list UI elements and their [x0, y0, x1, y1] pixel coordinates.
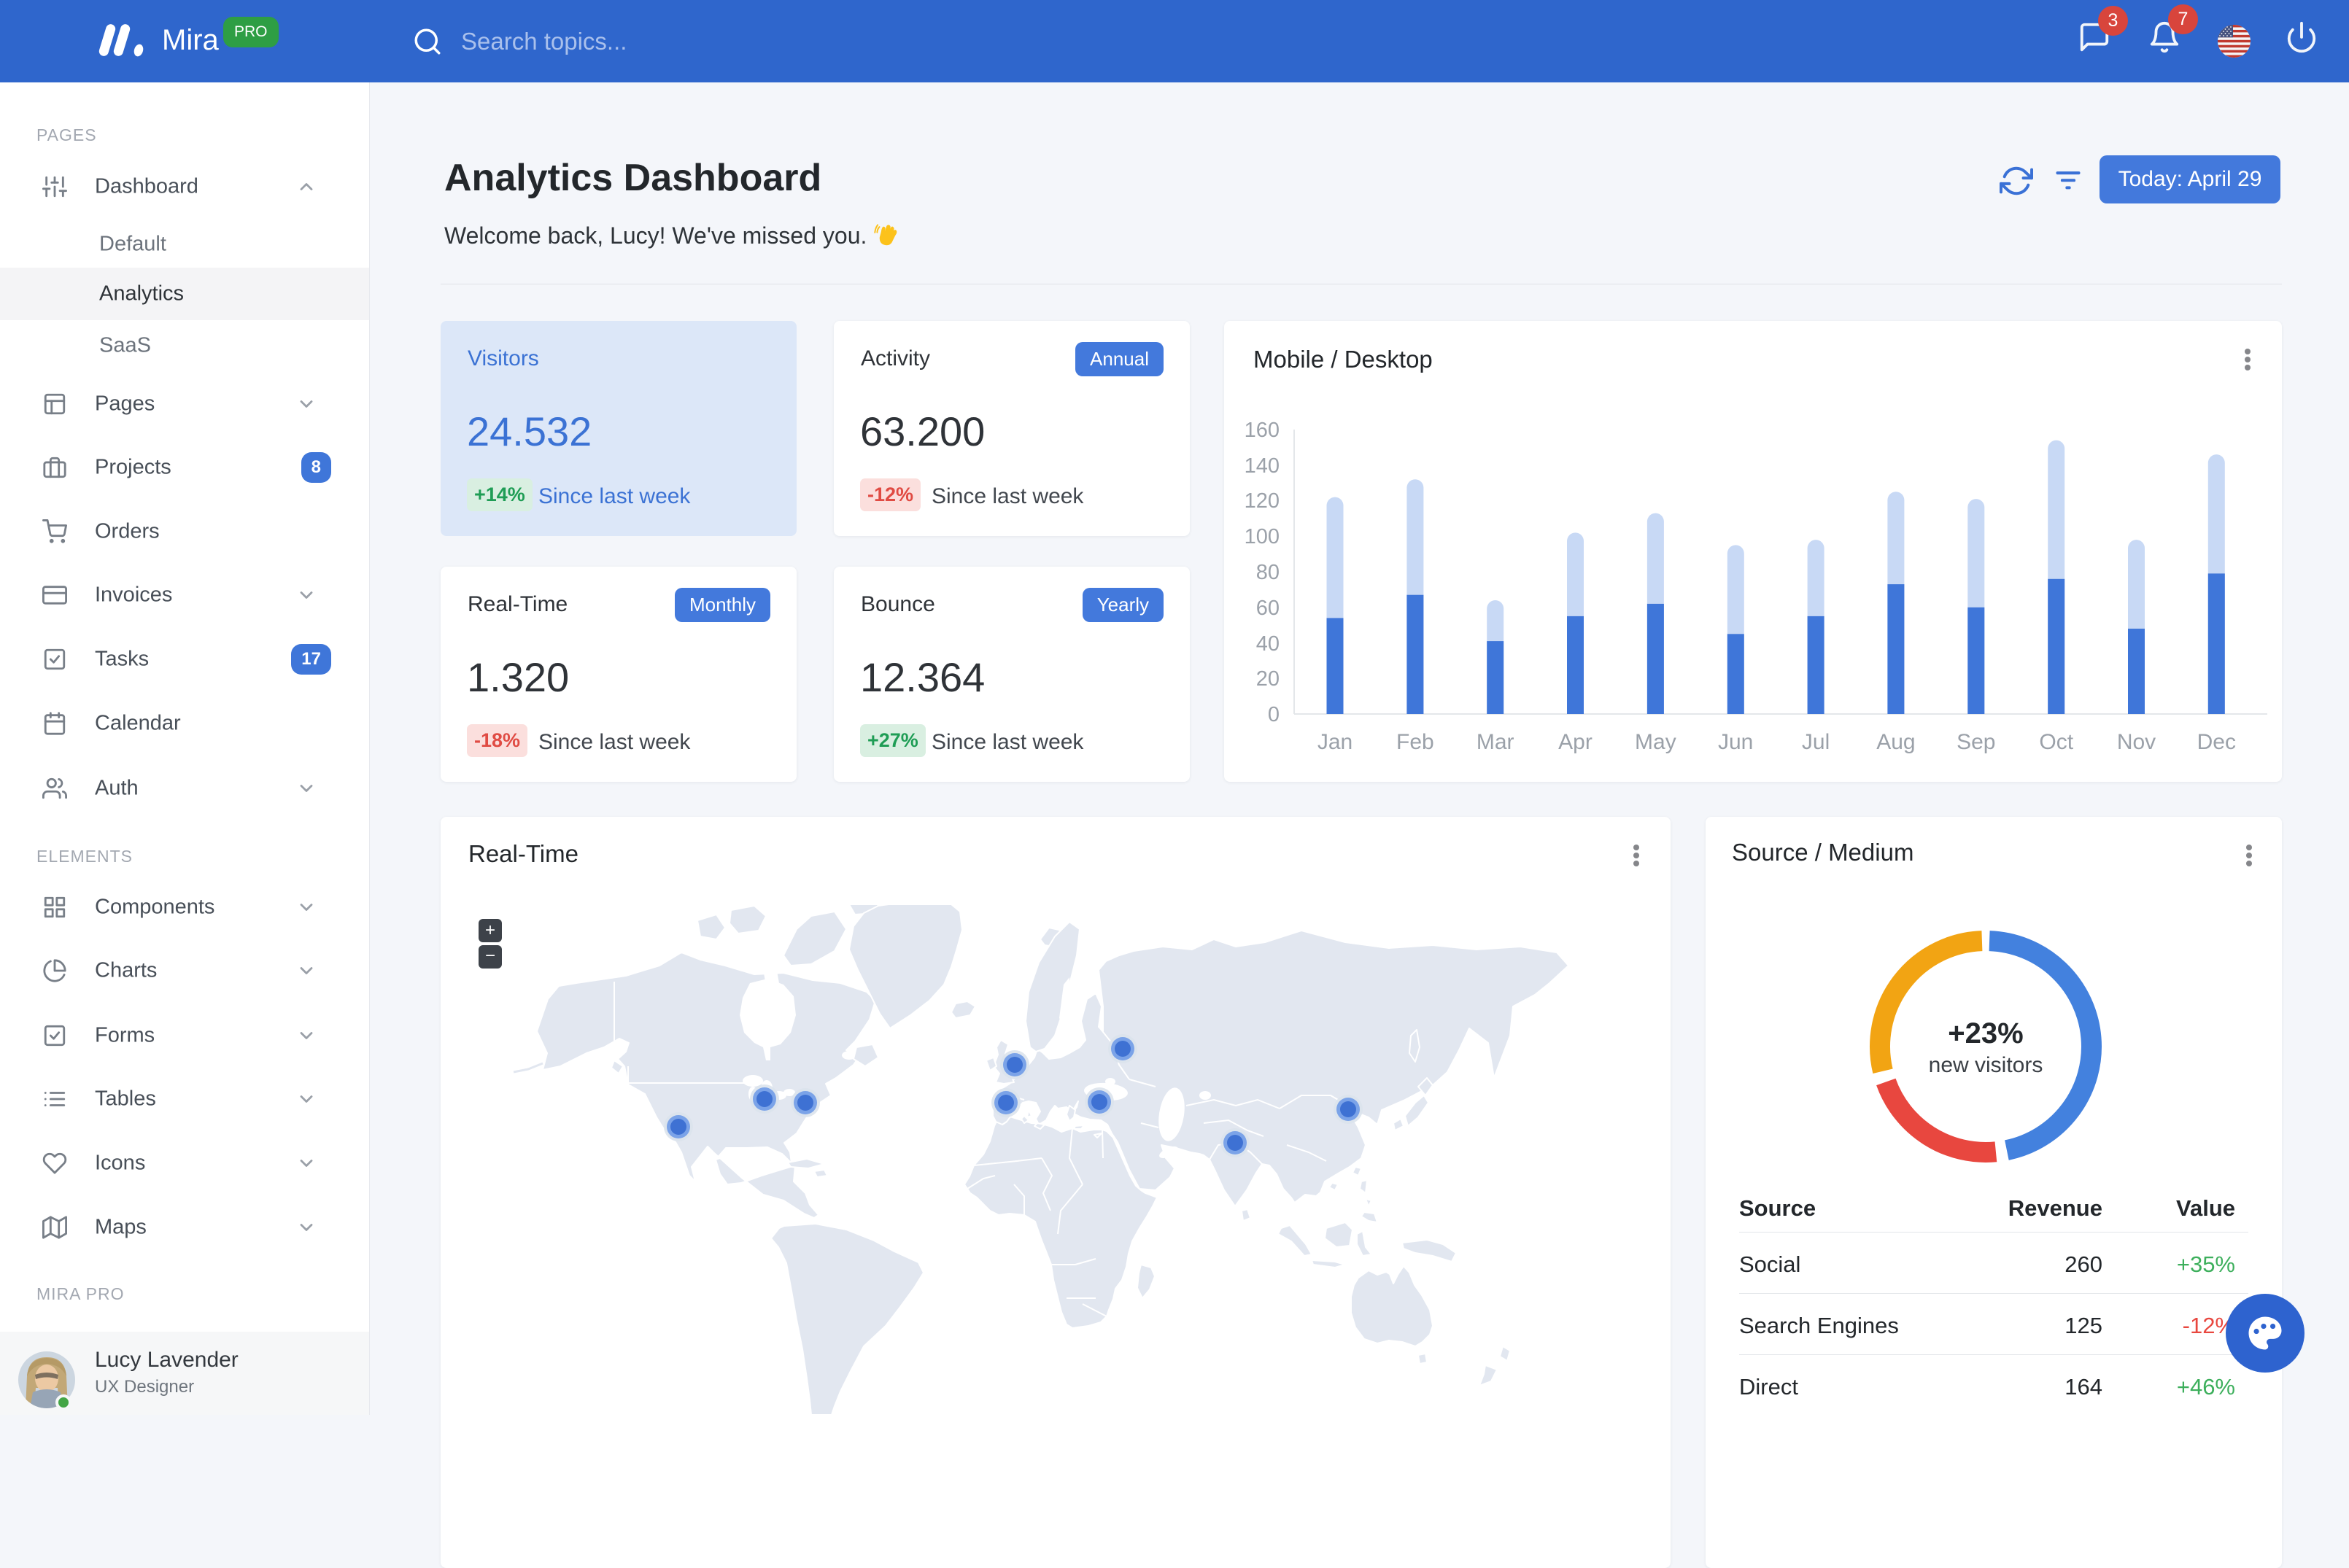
svg-text:80: 80 [1256, 561, 1280, 584]
svg-text:Jan: Jan [1317, 730, 1352, 754]
svg-text:40: 40 [1256, 632, 1280, 656]
svg-text:Oct: Oct [2039, 730, 2073, 754]
svg-text:Mar: Mar [1477, 730, 1514, 754]
svg-text:Dec: Dec [2197, 730, 2236, 754]
svg-text:100: 100 [1245, 525, 1280, 548]
svg-text:Jul: Jul [1802, 730, 1830, 754]
svg-text:+23%: +23% [1948, 1017, 2023, 1049]
svg-text:May: May [1635, 730, 1676, 754]
svg-text:Jun: Jun [1718, 730, 1753, 754]
svg-text:Sep: Sep [1957, 730, 1995, 754]
svg-text:Nov: Nov [2117, 730, 2156, 754]
svg-text:120: 120 [1245, 489, 1280, 513]
svg-text:Apr: Apr [1558, 730, 1593, 754]
svg-text:160: 160 [1245, 419, 1280, 442]
svg-text:20: 20 [1256, 667, 1280, 691]
svg-text:new visitors: new visitors [1929, 1053, 2043, 1077]
svg-text:Aug: Aug [1876, 730, 1915, 754]
svg-text:140: 140 [1245, 454, 1280, 478]
svg-text:0: 0 [1268, 703, 1280, 726]
svg-text:60: 60 [1256, 597, 1280, 620]
svg-text:Feb: Feb [1396, 730, 1434, 754]
